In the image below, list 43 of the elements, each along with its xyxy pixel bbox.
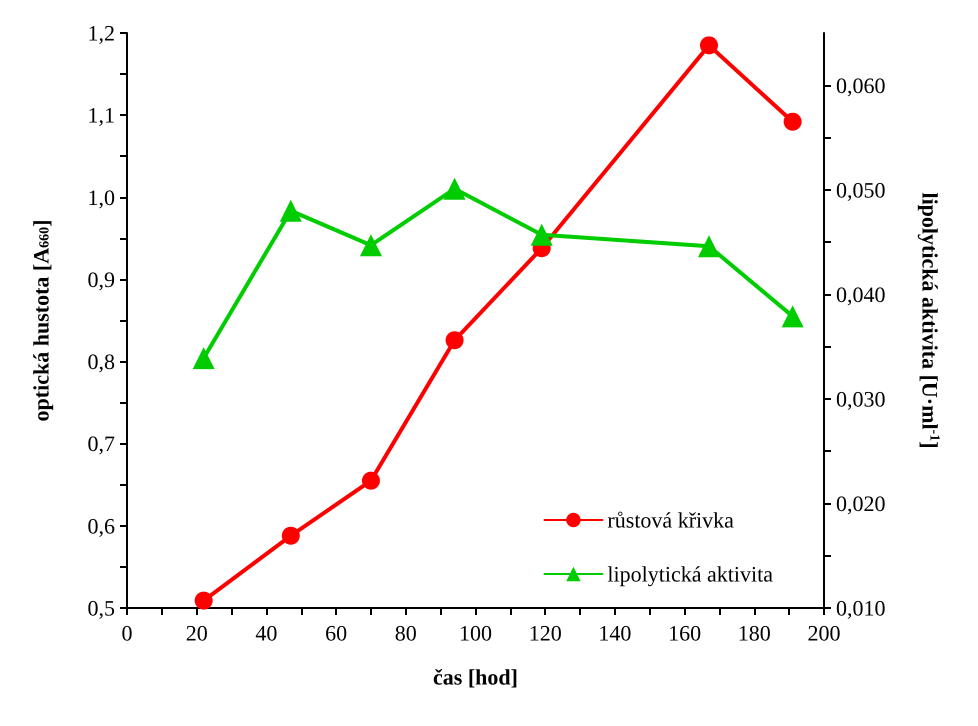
x-tick-label: 0 [122, 620, 132, 646]
x-tick-label: 100 [459, 620, 492, 646]
point [698, 235, 720, 258]
y2-tick-label: 0,050 [836, 177, 886, 202]
y-tick-label: 0,8 [88, 349, 115, 374]
y-tick-label: 0,6 [88, 513, 115, 538]
point [530, 224, 553, 246]
x-tick-label: 180 [738, 620, 771, 646]
point [360, 234, 382, 256]
point [700, 36, 718, 54]
point [782, 305, 804, 328]
point [280, 200, 302, 222]
point [446, 331, 464, 350]
point [194, 592, 213, 610]
y2-tick-label: 0,010 [836, 596, 886, 620]
x-tick-label: 60 [325, 620, 348, 646]
x-tick-label: 200 [808, 620, 840, 646]
y-tick-label: 1,2 [88, 20, 115, 46]
y2-axis-title: lipolytická aktivita [U·ml-1] [918, 192, 942, 449]
y2-tick-label: 0,020 [836, 490, 886, 516]
legend-label: lipolytická aktivita [607, 562, 774, 586]
point [282, 526, 300, 545]
y2-tick-label: 0,060 [836, 72, 886, 98]
y-axis-title: optická hustota [A660] [28, 220, 54, 422]
point [444, 178, 466, 200]
y2-tick-label: 0,030 [836, 386, 886, 412]
y-tick-label: 1,0 [88, 184, 115, 210]
x-tick-label: 160 [668, 620, 702, 646]
x-tick-label: 20 [186, 620, 208, 646]
x-tick-label: 140 [598, 620, 632, 646]
y-tick-label: 0,7 [88, 431, 115, 456]
y2-tick-label: 0,040 [836, 282, 886, 307]
legend-label: růstová křivka [607, 508, 734, 532]
y-tick-label: 0,9 [88, 266, 115, 292]
x-tick-label: 120 [528, 620, 562, 646]
y-tick-label: 0,5 [88, 596, 115, 620]
x-axis-title: čas [hod] [433, 664, 518, 690]
point [192, 347, 215, 370]
x-tick-label: 40 [255, 620, 278, 646]
point [362, 472, 380, 490]
y-tick-label: 1,1 [88, 102, 115, 128]
point [784, 112, 802, 131]
x-tick-label: 80 [394, 620, 417, 646]
